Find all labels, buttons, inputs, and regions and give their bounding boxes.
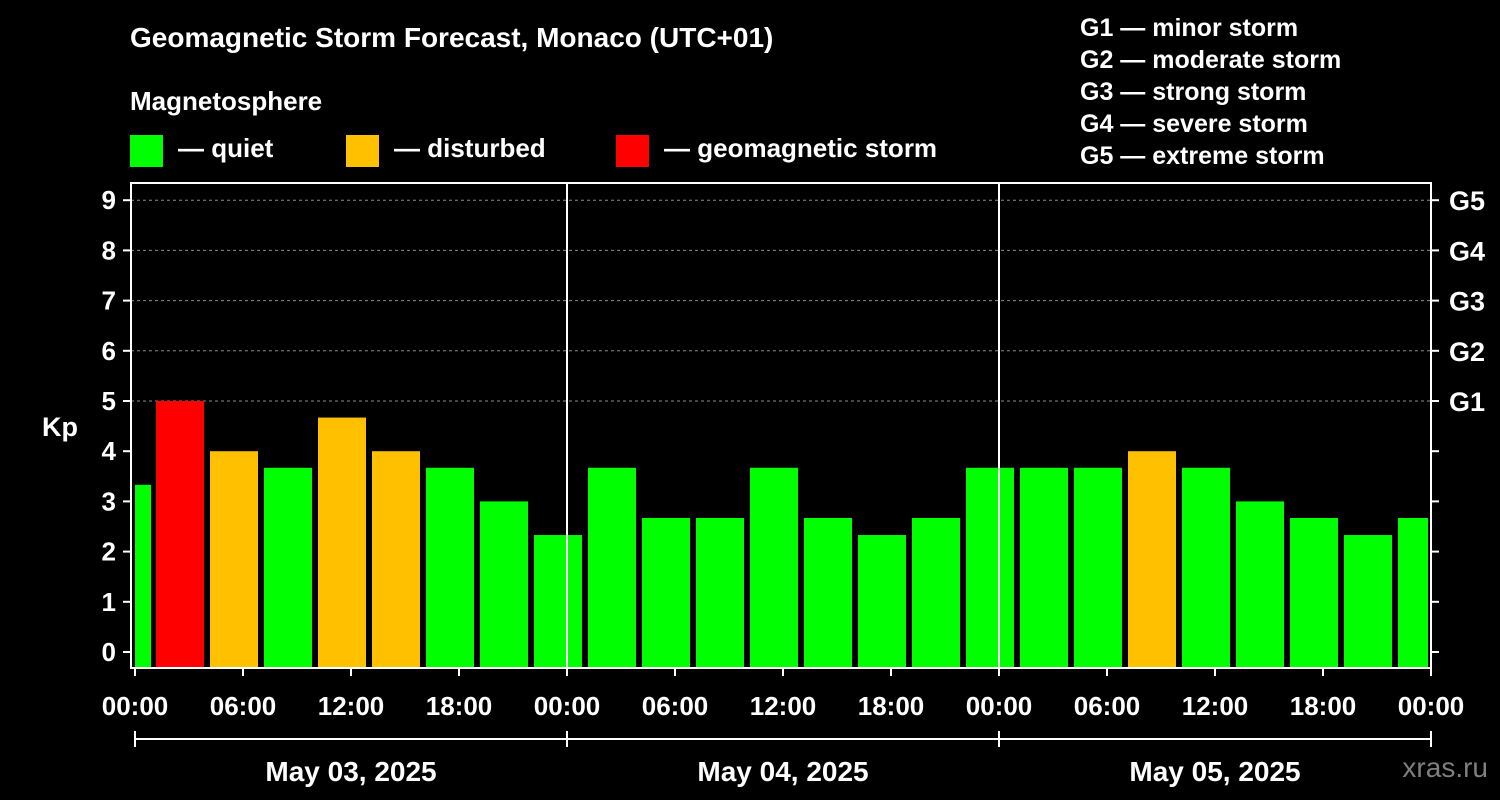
x-tick-label-10: 12:00 — [1182, 691, 1249, 721]
x-tick-label-2: 12:00 — [318, 691, 385, 721]
x-tick-label-5: 06:00 — [642, 691, 709, 721]
y-tick-label-1: 1 — [102, 587, 116, 617]
y-tick-label-8: 8 — [102, 235, 116, 265]
g1-legend: G1 — minor storm — [1080, 14, 1299, 42]
bar-6 — [426, 467, 474, 668]
y-tick-label-4: 4 — [102, 436, 117, 466]
chart-title: Geomagnetic Storm Forecast, Monaco (UTC+… — [130, 22, 774, 53]
legend-swatch-storm — [616, 135, 649, 167]
bar-9 — [588, 467, 636, 668]
legend-swatch-disturbed — [346, 135, 379, 167]
bar-7 — [480, 501, 528, 668]
bar-5 — [372, 451, 420, 668]
bar-23 — [1344, 535, 1392, 668]
bar-19 — [1128, 451, 1176, 668]
x-tick-label-1: 06:00 — [210, 691, 277, 721]
bar-18 — [1074, 467, 1122, 668]
g4-legend: G4 — severe storm — [1080, 110, 1308, 138]
y-tick-label-3: 3 — [102, 486, 116, 516]
y-tick-label-9: 9 — [102, 185, 116, 215]
bar-4 — [318, 417, 366, 668]
bar-24 — [1398, 517, 1428, 668]
bar-13 — [804, 517, 852, 668]
g5-legend: G5 — extreme storm — [1080, 142, 1325, 170]
legend-swatch-quiet — [130, 135, 163, 167]
g3-legend: G3 — strong storm — [1080, 78, 1307, 106]
bar-16 — [966, 467, 1014, 668]
legend-label-disturbed: — disturbed — [394, 133, 546, 163]
g-scale-label-g5: G5 — [1449, 186, 1485, 216]
x-tick-label-7: 18:00 — [858, 691, 925, 721]
y-tick-label-2: 2 — [102, 537, 116, 567]
bar-20 — [1182, 467, 1230, 668]
g2-legend: G2 — moderate storm — [1080, 46, 1342, 74]
g-scale-label-g3: G3 — [1449, 287, 1485, 317]
bar-17 — [1020, 467, 1068, 668]
day-label-2: May 05, 2025 — [1129, 756, 1300, 787]
bar-11 — [696, 517, 744, 668]
bar-10 — [642, 517, 690, 668]
g-scale-label-g1: G1 — [1449, 387, 1485, 417]
bar-1 — [156, 401, 204, 668]
y-axis-label: Kp — [42, 412, 78, 442]
plot-frame — [130, 182, 1432, 669]
g-scale-label-g2: G2 — [1449, 337, 1485, 367]
bar-21 — [1236, 501, 1284, 668]
bar-15 — [912, 517, 960, 668]
y-tick-label-7: 7 — [102, 286, 116, 316]
bar-12 — [750, 467, 798, 668]
g-scale-label-g4: G4 — [1449, 236, 1485, 266]
bar-22 — [1290, 517, 1338, 668]
y-tick-label-6: 6 — [102, 336, 116, 366]
legend-label-storm: — geomagnetic storm — [664, 133, 938, 163]
y-tick-label-0: 0 — [102, 637, 116, 667]
watermark: xras.ru — [1402, 752, 1488, 783]
day-label-1: May 04, 2025 — [697, 756, 868, 787]
x-tick-label-3: 18:00 — [426, 691, 493, 721]
chart-subtitle: Magnetosphere — [130, 86, 323, 116]
x-tick-label-6: 12:00 — [750, 691, 817, 721]
x-tick-label-9: 06:00 — [1074, 691, 1141, 721]
bar-0 — [135, 484, 151, 668]
bar-3 — [264, 467, 312, 668]
x-tick-label-4: 00:00 — [534, 691, 601, 721]
x-tick-label-11: 18:00 — [1290, 691, 1357, 721]
y-tick-label-5: 5 — [102, 386, 116, 416]
x-tick-label-8: 00:00 — [966, 691, 1033, 721]
bar-14 — [858, 535, 906, 668]
legend-label-quiet: — quiet — [178, 133, 274, 163]
day-label-0: May 03, 2025 — [265, 756, 436, 787]
bar-2 — [210, 451, 258, 668]
bar-8 — [534, 535, 582, 668]
x-tick-label-0: 00:00 — [102, 691, 169, 721]
x-tick-label-12: 00:00 — [1398, 691, 1465, 721]
